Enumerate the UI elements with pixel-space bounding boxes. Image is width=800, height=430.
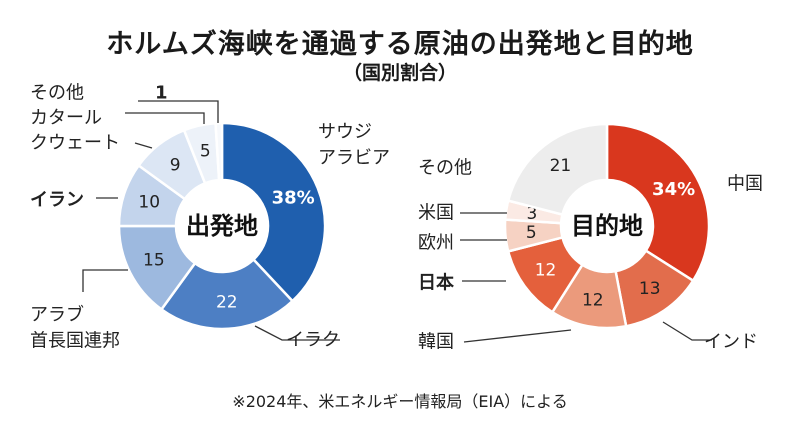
donut-0-value-5: 5 — [200, 141, 211, 161]
donut-1-category-5: 米国 — [418, 203, 454, 224]
donut-0-category-3: イラン — [30, 190, 84, 211]
donut-0-value-6: 1 — [155, 83, 168, 104]
donut-0-value-1: 22 — [216, 292, 238, 312]
donut-0-category-6: その他 — [30, 83, 84, 104]
donut-1-slice-0 — [605, 122, 711, 283]
donut-0-leader-5 — [125, 112, 205, 124]
donut-0-value-4: 9 — [170, 156, 181, 176]
donut-1-category-3: 日本 — [418, 272, 454, 294]
donut-1-leader-1 — [662, 321, 712, 341]
donut-0-category-2-line-0: アラブ — [30, 304, 84, 326]
donut-0-category-5: カタール — [30, 108, 102, 129]
donut-0-category-1: イラク — [286, 330, 340, 351]
donut-0-category-0-line-0: サウジ — [318, 122, 372, 143]
donut-1-category-2: 韓国 — [418, 332, 454, 353]
donut-0-value-3: 10 — [138, 192, 160, 212]
donut-0-slice-1 — [159, 257, 295, 331]
donut-0-category-0-line-1: アラビア — [318, 148, 390, 169]
donut-1-category-0: 中国 — [727, 174, 763, 195]
donut-1-value-3: 12 — [535, 261, 557, 281]
donut-1-slice-6 — [506, 122, 609, 217]
donut-1-value-0: 34% — [652, 179, 695, 200]
donut-0-value-2: 15 — [143, 251, 165, 271]
source-note: ※2024年、米エネルギー情報局（EIA）による — [232, 392, 568, 411]
donut-1-value-1: 13 — [639, 279, 661, 299]
donut-0-leader-4 — [134, 142, 153, 149]
donut-1-category-1: インド — [704, 332, 758, 353]
donut-1-value-6: 21 — [550, 156, 572, 176]
donut-1-value-5: 3 — [527, 204, 538, 224]
donut-0-category-2-line-1: 首長国連邦 — [30, 331, 120, 352]
donut-0-leader-1 — [254, 325, 340, 341]
donut-0-slice-0 — [220, 121, 327, 303]
donut-1-category-4: 欧州 — [418, 233, 454, 254]
donut-1-value-4: 5 — [526, 223, 537, 243]
donut-0-category-4: クウェート — [30, 133, 120, 154]
donut-1-leader-2 — [463, 329, 572, 343]
donut-1-center-label: 目的地 — [571, 212, 643, 240]
donut-0-leader-6 — [138, 100, 219, 123]
donut-0-center-label: 出発地 — [186, 212, 258, 240]
chart-subtitle: （国別割合） — [342, 62, 457, 84]
donut-1-category-6: その他 — [418, 158, 472, 179]
donut-0-leader-2 — [82, 269, 128, 292]
donut-0-value-0: 38% — [272, 187, 315, 208]
donut-0-slice-6 — [214, 121, 224, 182]
chart-title: ホルムズ海峡を通過する原油の出発地と目的地 — [106, 29, 694, 60]
donut-1-value-2: 12 — [582, 291, 604, 311]
